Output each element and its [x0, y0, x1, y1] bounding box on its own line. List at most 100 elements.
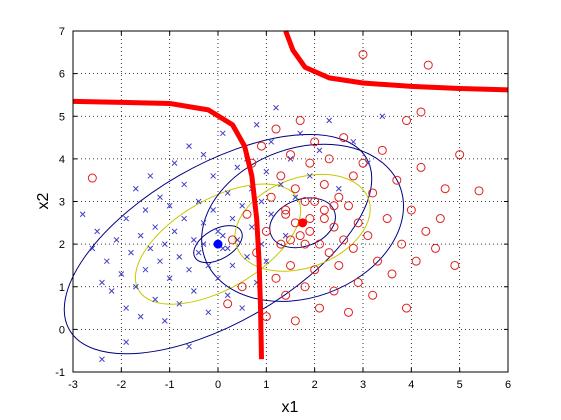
class2-point	[348, 171, 358, 181]
class1-point	[123, 339, 130, 346]
y-tick-label: 5	[59, 111, 65, 123]
class1-point	[123, 215, 130, 222]
class1-point	[108, 288, 115, 294]
class2-point	[310, 197, 320, 206]
class2-point	[358, 158, 368, 168]
class1-point	[157, 258, 163, 265]
class1-point	[147, 245, 154, 252]
y-tick-label: 4	[59, 154, 65, 166]
class2-point	[435, 214, 445, 224]
class1-point	[79, 211, 86, 218]
y-tick-label: 1	[59, 282, 65, 294]
class1-point	[166, 275, 173, 282]
class1-point	[181, 181, 188, 188]
class2-point	[474, 186, 484, 196]
class2-point	[411, 256, 421, 266]
class1-point	[171, 160, 178, 166]
class2-point	[257, 141, 266, 151]
class2-point	[387, 269, 397, 279]
class2-point	[344, 201, 353, 211]
class2-point	[334, 260, 344, 270]
class1-point	[200, 219, 207, 226]
class1-point	[137, 232, 144, 239]
class1-point	[190, 288, 197, 294]
class1-point	[186, 343, 192, 350]
class1-point	[186, 266, 192, 273]
class1-point	[195, 249, 202, 256]
class2-point	[377, 145, 387, 155]
class2-point	[315, 303, 324, 313]
x-tick-label: -3	[68, 379, 78, 391]
class2-point	[310, 265, 320, 275]
class1-point	[152, 224, 159, 230]
class1-point	[224, 292, 231, 299]
class1-point	[210, 173, 217, 179]
class2-point	[344, 307, 353, 317]
x-tick-label: 2	[312, 379, 318, 391]
class2-point	[319, 179, 329, 189]
class2-point	[450, 260, 460, 270]
class2-point	[423, 60, 433, 70]
class1-point	[137, 313, 144, 320]
class2-point	[455, 150, 465, 160]
y-tick-label: 7	[59, 26, 65, 38]
class2-point	[440, 184, 450, 194]
class1-point	[89, 245, 96, 252]
class1-point	[239, 305, 246, 311]
y-tick-label: 6	[59, 69, 65, 81]
class1-point	[128, 249, 134, 256]
class1-point	[123, 305, 130, 311]
class1-point	[219, 130, 226, 137]
axes-background	[73, 31, 508, 372]
class2-point	[358, 49, 368, 59]
class-means	[213, 218, 308, 249]
class2-point	[421, 226, 431, 236]
class2-point	[286, 260, 295, 270]
class2-point	[281, 205, 291, 215]
class2-mean	[298, 218, 308, 228]
axis-ticks: -3 -2 -1 0 1 2 3 4 5 6 -1 0 1 2 3 4 5 6 7	[55, 26, 511, 391]
class1-point	[335, 185, 342, 192]
class1-point	[234, 237, 241, 243]
y-tick-label: 0	[59, 324, 65, 336]
class1-point	[132, 185, 139, 192]
class1-point	[205, 309, 212, 316]
class1-point	[263, 168, 270, 175]
class2-point	[276, 239, 286, 249]
class2-point	[281, 209, 291, 219]
class2-point	[363, 231, 373, 241]
class1-point	[147, 173, 154, 179]
class1-point	[215, 275, 221, 282]
class1-point	[157, 194, 163, 201]
contour-ellipse	[201, 143, 405, 302]
class2-point	[406, 205, 416, 215]
class1-point	[379, 113, 386, 120]
class1-point	[234, 164, 241, 171]
class1-point	[215, 228, 221, 235]
class2-point	[353, 277, 363, 287]
class2-point	[334, 192, 344, 202]
y-axis-label: x2	[35, 192, 52, 209]
class1-point	[200, 151, 207, 158]
class1-point	[277, 181, 284, 188]
class1-point	[219, 232, 226, 239]
class1-point	[142, 266, 149, 273]
class1-points	[79, 104, 386, 363]
class2-point	[319, 214, 329, 224]
class2-point	[271, 124, 281, 134]
class1-point	[94, 228, 101, 235]
class2-point	[339, 235, 349, 245]
class1-point	[176, 300, 183, 307]
class2-point	[87, 173, 97, 183]
class1-point	[166, 202, 173, 209]
class2-point	[305, 158, 315, 168]
class1-point	[326, 117, 333, 124]
class2-point	[402, 116, 411, 126]
class2-point	[228, 235, 237, 245]
class2-point	[402, 303, 411, 313]
class1-point	[195, 198, 202, 205]
class2-point	[286, 235, 295, 245]
class1-point	[297, 130, 304, 137]
decision-boundary	[72, 98, 264, 360]
class1-point	[200, 241, 207, 247]
